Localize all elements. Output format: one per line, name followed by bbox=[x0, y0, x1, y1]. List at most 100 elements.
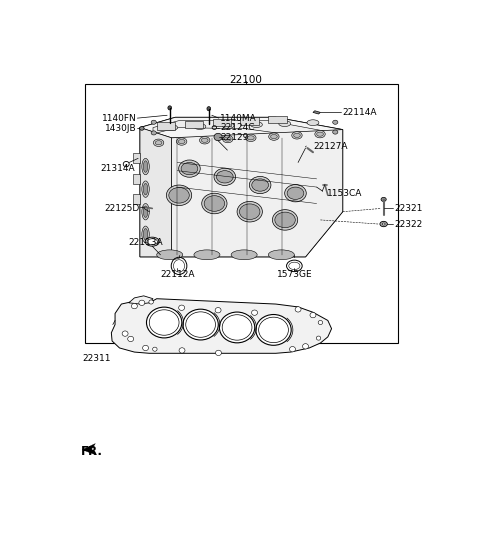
Ellipse shape bbox=[169, 188, 189, 203]
Text: 22311: 22311 bbox=[83, 354, 111, 363]
Ellipse shape bbox=[246, 134, 256, 142]
Ellipse shape bbox=[222, 123, 234, 128]
Ellipse shape bbox=[225, 137, 231, 141]
Text: 22112A: 22112A bbox=[160, 270, 194, 279]
Ellipse shape bbox=[287, 187, 304, 199]
Ellipse shape bbox=[132, 303, 137, 309]
Polygon shape bbox=[185, 120, 203, 128]
Ellipse shape bbox=[237, 201, 263, 222]
Ellipse shape bbox=[151, 120, 156, 124]
Ellipse shape bbox=[177, 138, 187, 145]
Ellipse shape bbox=[231, 250, 257, 260]
Ellipse shape bbox=[144, 229, 148, 240]
Text: 22114A: 22114A bbox=[343, 108, 377, 117]
Ellipse shape bbox=[317, 132, 324, 136]
Ellipse shape bbox=[219, 312, 255, 343]
Ellipse shape bbox=[155, 141, 162, 145]
Ellipse shape bbox=[285, 184, 306, 202]
Ellipse shape bbox=[194, 124, 206, 130]
Ellipse shape bbox=[156, 250, 183, 260]
Ellipse shape bbox=[294, 133, 300, 138]
Ellipse shape bbox=[168, 106, 172, 110]
Ellipse shape bbox=[122, 331, 128, 336]
Text: 22322: 22322 bbox=[395, 220, 423, 229]
Ellipse shape bbox=[207, 107, 211, 111]
Polygon shape bbox=[172, 130, 343, 257]
Ellipse shape bbox=[222, 314, 252, 340]
Ellipse shape bbox=[186, 312, 216, 337]
Ellipse shape bbox=[269, 133, 279, 140]
Ellipse shape bbox=[307, 120, 319, 125]
Ellipse shape bbox=[279, 121, 291, 126]
Ellipse shape bbox=[153, 347, 157, 351]
Ellipse shape bbox=[302, 344, 309, 349]
Ellipse shape bbox=[128, 336, 133, 342]
Ellipse shape bbox=[147, 239, 157, 245]
Polygon shape bbox=[140, 117, 343, 257]
Text: 22100: 22100 bbox=[229, 75, 263, 85]
Ellipse shape bbox=[275, 212, 295, 228]
Ellipse shape bbox=[166, 125, 178, 131]
Ellipse shape bbox=[200, 136, 210, 144]
Polygon shape bbox=[313, 111, 321, 114]
Ellipse shape bbox=[271, 134, 277, 139]
Ellipse shape bbox=[179, 348, 185, 353]
Ellipse shape bbox=[149, 300, 154, 304]
Ellipse shape bbox=[144, 206, 148, 217]
Text: 1140FN: 1140FN bbox=[101, 114, 136, 123]
Ellipse shape bbox=[179, 305, 185, 310]
Ellipse shape bbox=[144, 161, 148, 172]
Ellipse shape bbox=[167, 185, 192, 206]
Ellipse shape bbox=[179, 160, 200, 177]
Text: 1430JB: 1430JB bbox=[105, 124, 136, 133]
Ellipse shape bbox=[149, 310, 179, 335]
Ellipse shape bbox=[310, 312, 316, 318]
Ellipse shape bbox=[289, 346, 296, 352]
Ellipse shape bbox=[380, 221, 387, 227]
Ellipse shape bbox=[256, 314, 291, 345]
Polygon shape bbox=[268, 116, 287, 123]
Ellipse shape bbox=[214, 133, 222, 141]
Polygon shape bbox=[129, 296, 153, 304]
Ellipse shape bbox=[154, 139, 164, 147]
Bar bbox=[85, 84, 398, 343]
Ellipse shape bbox=[142, 181, 149, 197]
Polygon shape bbox=[111, 298, 332, 353]
Ellipse shape bbox=[204, 196, 225, 211]
Ellipse shape bbox=[252, 310, 258, 316]
Ellipse shape bbox=[273, 209, 298, 230]
Text: 1573GE: 1573GE bbox=[276, 270, 312, 279]
Ellipse shape bbox=[143, 345, 148, 351]
Ellipse shape bbox=[144, 183, 148, 195]
Ellipse shape bbox=[382, 223, 385, 225]
Ellipse shape bbox=[145, 237, 159, 246]
Ellipse shape bbox=[318, 320, 323, 325]
Polygon shape bbox=[156, 122, 175, 130]
Ellipse shape bbox=[146, 307, 182, 338]
Ellipse shape bbox=[181, 163, 198, 175]
Ellipse shape bbox=[252, 179, 268, 191]
Ellipse shape bbox=[268, 250, 294, 260]
Ellipse shape bbox=[139, 300, 145, 305]
Ellipse shape bbox=[214, 168, 236, 185]
Ellipse shape bbox=[142, 158, 149, 175]
Ellipse shape bbox=[202, 138, 208, 142]
Ellipse shape bbox=[292, 132, 302, 139]
Polygon shape bbox=[132, 174, 140, 184]
Ellipse shape bbox=[316, 336, 321, 340]
Polygon shape bbox=[132, 154, 140, 163]
Polygon shape bbox=[140, 127, 172, 257]
Text: 21314A: 21314A bbox=[100, 164, 135, 173]
Text: 22124C: 22124C bbox=[220, 123, 254, 132]
Text: 22113A: 22113A bbox=[129, 238, 164, 247]
Ellipse shape bbox=[142, 226, 149, 243]
Ellipse shape bbox=[381, 197, 386, 201]
Ellipse shape bbox=[216, 171, 233, 183]
Ellipse shape bbox=[151, 131, 156, 135]
Ellipse shape bbox=[140, 126, 144, 130]
Ellipse shape bbox=[178, 140, 185, 143]
Ellipse shape bbox=[183, 309, 218, 340]
Text: 22321: 22321 bbox=[395, 204, 423, 213]
Polygon shape bbox=[213, 119, 231, 126]
Polygon shape bbox=[153, 120, 328, 138]
